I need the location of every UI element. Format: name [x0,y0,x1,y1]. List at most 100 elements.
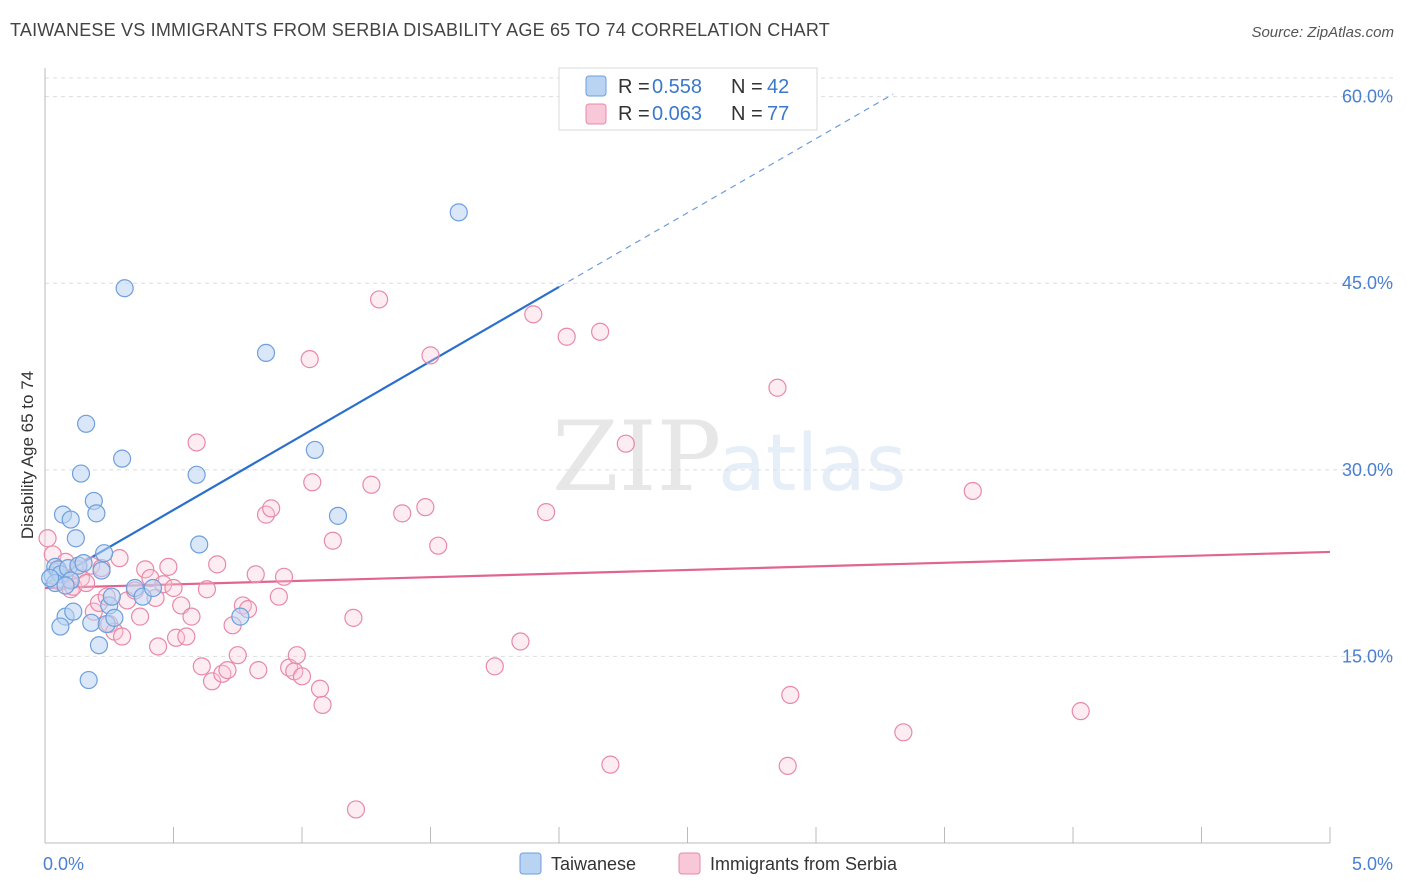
point-serbia [537,503,556,522]
legend-n-label-2: N = [731,103,763,125]
point-serbia [228,646,247,665]
legend-n-value-1: 42 [767,76,789,98]
bottom-legend-swatch-taiwanese [519,852,542,875]
point-serbia [416,498,435,517]
point-serbia [963,481,982,501]
point-taiwanese [61,510,80,529]
point-serbia [601,755,620,774]
point-serbia [781,685,800,705]
point-serbia [768,378,787,397]
point-taiwanese [328,506,348,525]
legend-swatch-serbia [585,103,607,125]
point-serbia [197,580,217,599]
point-taiwanese [187,465,206,484]
point-serbia [616,434,635,453]
point-serbia [246,565,265,584]
point-taiwanese [56,576,75,595]
point-serbia [344,608,363,627]
point-serbia [208,555,227,574]
point-serbia [393,504,412,523]
legend-r-label-1: R = [618,76,650,98]
point-serbia [77,573,96,593]
point-taiwanese [95,544,114,563]
point-serbia [1071,702,1090,721]
point-serbia [557,327,576,346]
point-taiwanese [66,529,85,548]
point-serbia [421,346,440,365]
point-serbia [292,667,312,686]
point-serbia [136,560,155,579]
point-serbia [269,587,288,606]
legend-r-label-2: R = [618,103,650,125]
point-serbia [110,549,129,568]
tick-labels: 15.0% 30.0% 45.0% 60.0% 0.0% 5.0% [43,87,1393,874]
point-serbia [164,578,183,598]
point-serbia [130,607,150,626]
point-serbia [894,723,913,742]
point-serbia [346,800,366,819]
point-taiwanese [115,279,134,298]
axes [44,68,1331,844]
point-serbia [778,756,797,775]
point-taiwanese [256,343,276,363]
point-serbia [148,637,168,656]
watermark-zip: ZIP [552,401,721,513]
point-taiwanese [112,449,132,468]
y-axis-label: Disability Age 65 to 74 [18,371,37,539]
point-serbia [177,627,196,646]
point-taiwanese [74,554,93,573]
point-taiwanese [190,535,209,554]
point-serbia [218,660,237,680]
scatter-points [38,203,1090,819]
point-taiwanese [449,203,468,222]
point-serbia [159,557,178,576]
trend-line-serbia [44,550,1331,590]
point-serbia [262,499,281,518]
point-taiwanese [102,587,121,606]
trend-line-taiwanese-extension [558,93,894,288]
y-tick-label: 30.0% [1342,460,1393,480]
point-serbia [303,473,322,492]
x-tick-label: 0.0% [43,854,84,874]
y-tick-label: 60.0% [1342,87,1393,107]
point-serbia [274,567,294,586]
point-serbia [287,646,306,665]
point-serbia [591,322,610,341]
legend-swatch-taiwanese [585,75,607,97]
point-serbia [300,350,319,369]
trend-line-taiwanese [44,286,560,586]
series-legend: Taiwanese Immigrants from Serbia [519,852,898,875]
trend-lines [44,93,1331,590]
point-serbia [310,679,330,698]
point-taiwanese [51,617,70,636]
point-serbia [313,695,332,715]
point-taiwanese [143,578,163,598]
bottom-legend-label-serbia: Immigrants from Serbia [710,854,898,874]
point-serbia [187,433,206,452]
point-taiwanese [71,464,91,483]
point-taiwanese [41,568,60,588]
point-taiwanese [82,613,101,632]
point-taiwanese [87,504,106,523]
point-taiwanese [64,602,83,621]
legend-n-label-1: N = [731,76,763,98]
point-taiwanese [77,414,96,433]
chart-title: TAIWANESE VS IMMIGRANTS FROM SERBIA DISA… [10,20,830,40]
source-label: Source: ZipAtlas.com [1251,24,1394,41]
point-taiwanese [89,636,109,655]
point-serbia [429,536,448,555]
watermark: ZIP atlas [552,401,907,513]
watermark-atlas: atlas [718,419,907,509]
point-serbia [202,672,222,691]
point-serbia [182,607,201,626]
y-tick-label: 15.0% [1342,646,1393,666]
bottom-legend-label-taiwanese: Taiwanese [551,854,636,874]
x-tick-label: 5.0% [1352,854,1393,874]
legend-r-value-2: 0.063 [652,103,702,125]
legend-r-value-1: 0.558 [652,76,702,98]
point-taiwanese [79,670,98,690]
point-serbia [249,660,268,680]
point-taiwanese [231,607,250,626]
point-serbia [323,531,342,550]
